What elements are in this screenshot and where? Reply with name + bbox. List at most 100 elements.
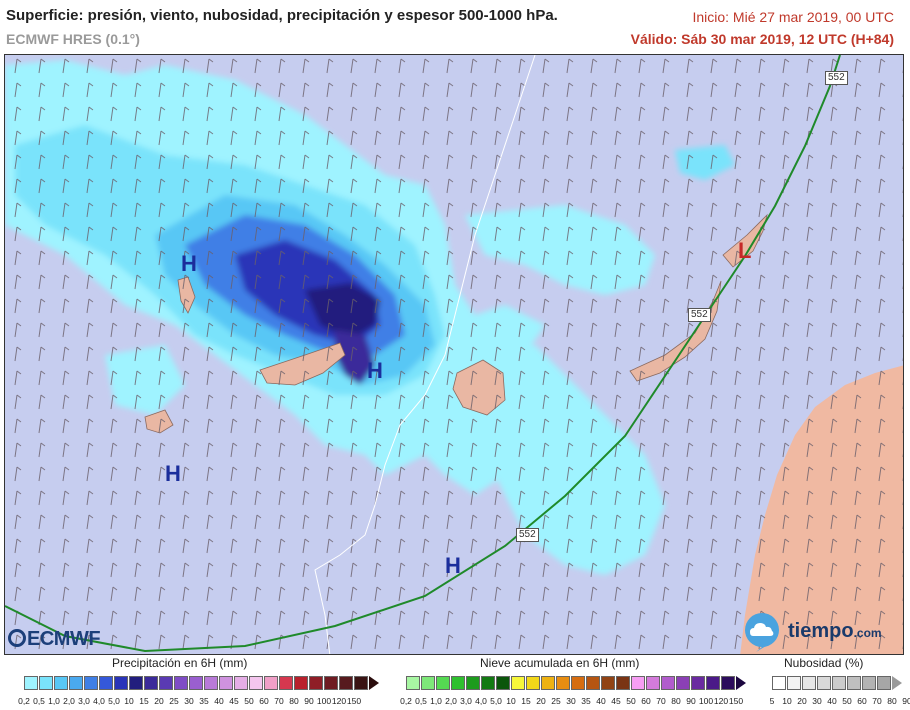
legend-tick: 3,0 <box>460 696 472 706</box>
high-pressure-center: H <box>367 358 383 383</box>
legend-tick: 100 <box>316 696 332 706</box>
legend-swatch <box>541 676 555 690</box>
map-canvas <box>5 55 903 654</box>
isohypse-label: 552 <box>688 308 711 322</box>
legend-arrow <box>369 676 379 690</box>
low-pressure-center: L <box>738 238 752 263</box>
high-pressure-center: H <box>445 553 461 578</box>
legend-swatch <box>586 676 600 690</box>
legend-swatch <box>571 676 585 690</box>
legend-tick: 70 <box>872 696 882 706</box>
legend-swatches <box>406 676 746 690</box>
cloud-legend: Nubosidad (%) 5 10 20 30 40 50 60 70 80 90 <box>769 656 910 710</box>
legend-swatch <box>324 676 338 690</box>
map-title: Superficie: presión, viento, nubosidad, … <box>6 7 558 24</box>
legend-arrow <box>892 676 902 690</box>
legend-swatch <box>862 676 876 690</box>
legend-tick: 90 <box>304 696 314 706</box>
legend-swatch <box>832 676 846 690</box>
legend-swatch <box>406 676 420 690</box>
ecmwf-logo: ECMWF <box>8 628 101 651</box>
legend-tick: 90 <box>686 696 696 706</box>
legend-swatch <box>631 676 645 690</box>
legend-swatch <box>787 676 801 690</box>
legend-tick: 5 <box>769 696 775 706</box>
legend-title: Nieve acumulada en 6H (mm) <box>480 656 640 670</box>
legend-tick: 40 <box>827 696 837 706</box>
legend-tick: 120 <box>331 696 347 706</box>
legend-swatch <box>159 676 173 690</box>
legend-tick: 90 <box>902 696 910 706</box>
high-pressure-center: H <box>181 251 197 276</box>
tiempo-logo[interactable]: tiempo.com <box>742 612 902 652</box>
legend-swatch <box>69 676 83 690</box>
legend-tick: 0,5 <box>415 696 427 706</box>
legend-swatch <box>817 676 831 690</box>
legend-swatch <box>511 676 525 690</box>
legend-swatch <box>556 676 570 690</box>
legend-tick: 5,0 <box>490 696 502 706</box>
legend-swatch <box>54 676 68 690</box>
legend-swatch <box>646 676 660 690</box>
legend-tick: 0,5 <box>33 696 45 706</box>
valid-time: Válido: Sáb 30 mar 2019, 12 UTC (H+84) <box>630 31 894 47</box>
legend-tick: 4,0 <box>475 696 487 706</box>
legend-tick: 2,0 <box>63 696 75 706</box>
legend-tick: 10 <box>124 696 134 706</box>
legend-tick: 70 <box>656 696 666 706</box>
legend-tick: 10 <box>506 696 516 706</box>
forecast-map[interactable]: 552 552 552 H H H H L <box>4 54 904 655</box>
legend-swatch <box>847 676 861 690</box>
legend-swatches <box>772 676 902 690</box>
legend-tick: 80 <box>671 696 681 706</box>
legend-swatch <box>802 676 816 690</box>
legend-swatch <box>451 676 465 690</box>
legend-swatch <box>294 676 308 690</box>
legend-tick: 40 <box>214 696 224 706</box>
legend-tick: 60 <box>641 696 651 706</box>
tiempo-suffix: .com <box>853 626 882 640</box>
legend-swatch <box>129 676 143 690</box>
legend-swatch <box>676 676 690 690</box>
legend-swatch <box>99 676 113 690</box>
snow-legend: Nieve acumulada en 6H (mm) 0,2 0,5 1,0 2,0 3… <box>400 656 766 710</box>
legend-title: Nubosidad (%) <box>784 656 864 670</box>
legend-tick: 0,2 <box>18 696 30 706</box>
legend-tick: 60 <box>857 696 867 706</box>
legend-tick: 15 <box>139 696 149 706</box>
legend-tick: 5,0 <box>108 696 120 706</box>
legend-tick: 20 <box>797 696 807 706</box>
precipitation-legend: Precipitación en 6H (mm) 0,2 0,5 1,0 2,0 3,0… <box>18 656 394 710</box>
legend-swatch <box>249 676 263 690</box>
legend-tick: 10 <box>782 696 792 706</box>
legend-swatch <box>309 676 323 690</box>
ecmwf-logo-text: ECMWF <box>27 628 101 650</box>
legend-tick: 1,0 <box>430 696 442 706</box>
legend-tick: 30 <box>566 696 576 706</box>
legend-tick: 150 <box>728 696 744 706</box>
legend-swatch <box>264 676 278 690</box>
legend-tick: 25 <box>551 696 561 706</box>
legend-swatch <box>496 676 510 690</box>
legend-swatch <box>114 676 128 690</box>
legend-tick: 30 <box>184 696 194 706</box>
legend-swatch <box>144 676 158 690</box>
legend-tick: 80 <box>887 696 897 706</box>
legend-tick: 50 <box>244 696 254 706</box>
legend-tick: 15 <box>521 696 531 706</box>
tiempo-name: tiempo <box>788 620 854 642</box>
legend-swatch <box>204 676 218 690</box>
legend-tick: 70 <box>274 696 284 706</box>
legend-tick: 35 <box>199 696 209 706</box>
legend-tick: 150 <box>346 696 362 706</box>
legend-tick: 50 <box>626 696 636 706</box>
legend-tick: 45 <box>611 696 621 706</box>
legend-swatch <box>877 676 891 690</box>
header: Superficie: presión, viento, nubosidad, … <box>0 0 910 54</box>
legend-swatch <box>421 676 435 690</box>
legend-swatch <box>234 676 248 690</box>
legend-swatch <box>279 676 293 690</box>
tiempo-logo-text: tiempo.com <box>788 620 882 643</box>
legend-swatch <box>339 676 353 690</box>
isohypse-label: 552 <box>825 71 848 85</box>
